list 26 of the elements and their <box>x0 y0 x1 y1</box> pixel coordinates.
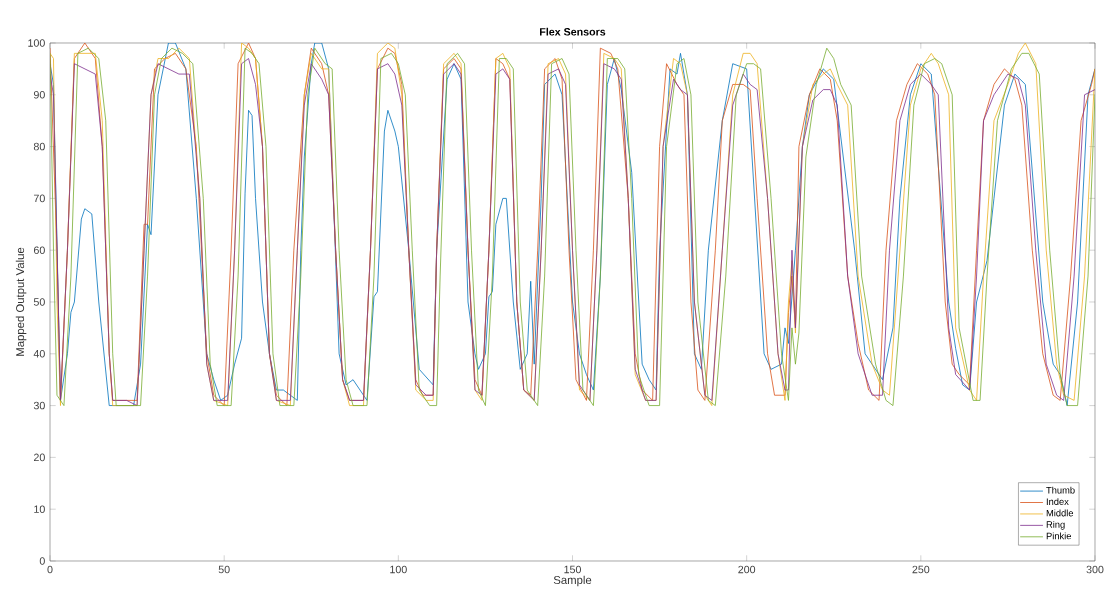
y-tick-label: 100 <box>28 39 45 47</box>
y-tick-label: 90 <box>33 91 45 99</box>
y-tick-label: 70 <box>33 194 45 203</box>
legend-label: Pinkie <box>1046 532 1071 540</box>
y-tick-label: 10 <box>34 505 45 513</box>
y-tick-label: 40 <box>33 350 45 358</box>
legend-label: Middle <box>1046 509 1074 517</box>
y-tick-label: 30 <box>33 401 45 410</box>
y-tick-label: 20 <box>33 453 45 462</box>
legend-label: Index <box>1046 498 1069 505</box>
x-axis-title: Sample <box>553 575 592 587</box>
x-tick-label: 150 <box>564 565 581 574</box>
y-tick-label: 50 <box>33 298 45 306</box>
x-tick-label: 100 <box>390 565 407 574</box>
x-tick-label: 300 <box>1086 565 1104 574</box>
legend-label: Ring <box>1046 521 1065 530</box>
x-tick-label: 250 <box>912 565 930 574</box>
y-tick-label: 60 <box>33 246 45 254</box>
x-tick-label: 50 <box>218 565 230 574</box>
y-tick-label: 0 <box>39 557 45 565</box>
x-tick-label: 0 <box>47 565 53 574</box>
x-tick-label: 200 <box>738 565 756 574</box>
legend-label: Thumb <box>1046 486 1075 494</box>
y-axis-title: Mapped Output Value <box>15 247 27 356</box>
y-tick-label: 80 <box>33 142 45 151</box>
chart-title: Flex Sensors <box>540 27 606 36</box>
